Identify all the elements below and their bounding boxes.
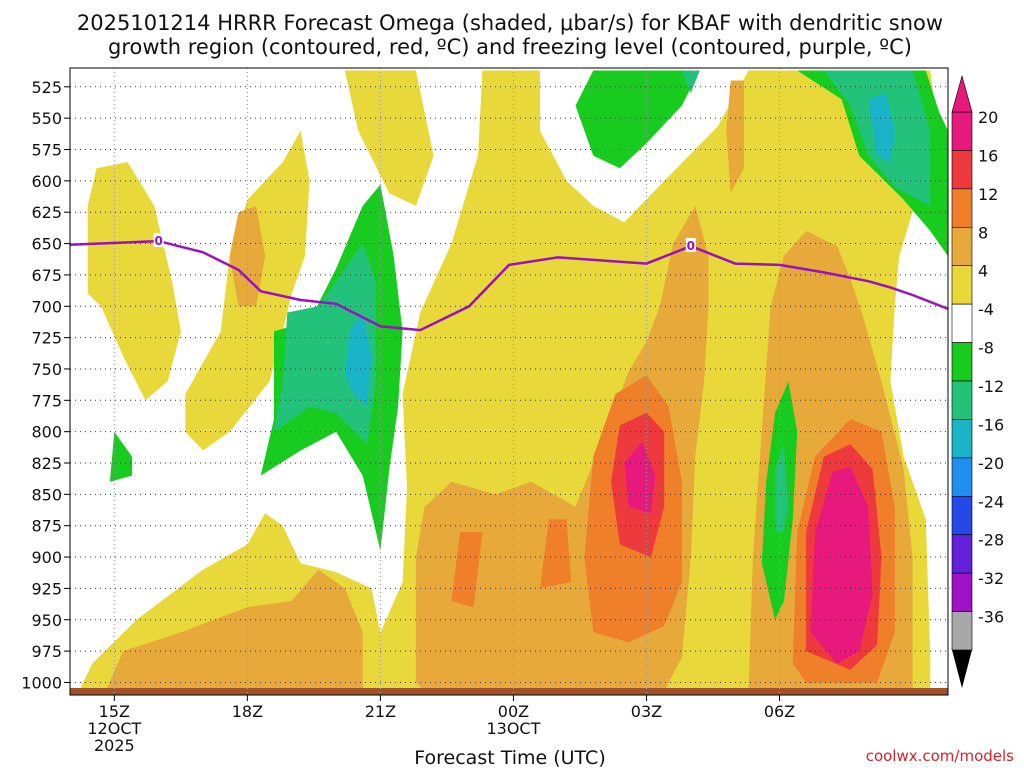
y-tick-label-925: 925 [31,579,62,598]
colorbar-label--12: -12 [978,377,1004,396]
y-tick-label-875: 875 [31,517,62,536]
omega-region-cyan-top-right [868,93,895,163]
colorbar-label--28: -28 [978,531,1004,550]
colorbar-band--28 [951,534,973,574]
y-tick-label-550: 550 [31,109,62,128]
freezing-label-bg [685,238,696,253]
freezing-label-bg [153,233,164,248]
colorbar-label-12: 12 [978,185,998,204]
axes: 525 550 575 600 625 650 675 700 725 750 775 800 825 8… [21,67,949,755]
colorbar-band--16 [951,419,973,459]
y-tick-label-575: 575 [31,141,62,160]
y-tick-label-950: 950 [31,611,62,630]
colorbar-label--16: -16 [978,415,1004,434]
x-axis-label: Forecast Time (UTC) [414,747,605,768]
credit-text: coolwx.com/models [866,747,1014,765]
colorbar-band--36 [951,611,973,651]
y-tick-label-850: 850 [31,485,62,504]
x-tick-label-03Z-0: 03Z [631,702,662,721]
colorbar-band-16 [951,150,973,190]
chart-title-line-2: growth region (contoured, red, ºC) and f… [108,35,912,59]
colorbar-label--8: -8 [978,339,994,358]
x-tick-label-15Z-1: 12OCT [87,719,141,738]
omega-region-dark-orange-mid [540,519,572,589]
x-tick-label-15Z-0: 15Z [99,702,130,721]
omega-region-teal-21z [274,243,376,445]
colorbar-band--4 [951,303,973,343]
colorbar-band-4 [951,265,973,305]
colorbar-bottom-arrow [952,650,972,688]
omega-region-orange-bottom-left [105,569,363,692]
omega-region-green-small-left [109,431,133,482]
omega-region-green-top-right-center [575,70,700,169]
colorbar-band-12 [951,188,973,228]
colorbar: 20 16 12 8 4 -4 -8 -12 -16 -20 -24 -28 -32 -36 [951,74,1004,688]
omega-region-orange-right-column [726,80,744,194]
y-tick-label-975: 975 [31,642,62,661]
x-tick-label-21Z-0: 21Z [365,702,396,721]
omega-region-yellow-topleft [344,70,434,206]
y-tick-label-750: 750 [31,360,62,379]
colorbar-top-arrow [951,74,973,113]
y-tick-label-825: 825 [31,454,62,473]
colorbar-label-4: 4 [978,262,988,281]
y-tick-label-1000: 1000 [21,673,62,692]
colorbar-label-8: 8 [978,223,988,242]
colorbar-label--32: -32 [978,569,1004,588]
plot-area [70,68,948,695]
omega-region-magenta-right [810,466,873,664]
omega-region-teal-small-right [681,70,700,94]
freezing-level-label-0: 0 [155,234,163,248]
colorbar-band-8 [951,226,973,267]
y-tick-label-600: 600 [31,172,62,191]
colorbar-band--8 [951,342,973,382]
y-tick-label-800: 800 [31,423,62,442]
colorbar-label--4: -4 [978,300,994,319]
y-tick-label-900: 900 [31,548,62,567]
colorbar-band--32 [951,572,973,612]
colorbar-band--24 [951,495,973,536]
y-tick-label-675: 675 [31,266,62,285]
colorbar-band-20 [951,111,973,151]
x-tick-label-06Z-0: 06Z [764,702,795,721]
grid-lines [70,68,948,695]
y-tick-label-525: 525 [31,78,62,97]
y-tick-label-725: 725 [31,329,62,348]
plot-frame [69,67,949,696]
colorbar-label-16: 16 [978,146,998,165]
ground-strip [70,688,948,695]
colorbar-label--20: -20 [978,454,1004,473]
colorbar-label--36: -36 [978,608,1004,627]
omega-region-teal-narrow [775,444,789,532]
y-tick-label-700: 700 [31,297,62,316]
y-tick-label-625: 625 [31,203,62,222]
omega-region-cyan-21z [344,312,372,407]
x-tick-label-00Z-1: 13OCT [486,719,540,738]
y-tick-label-650: 650 [31,235,62,254]
colorbar-band--12 [951,380,973,420]
x-tick-label-00Z-0: 00Z [498,702,529,721]
colorbar-band--20 [951,457,973,497]
freezing-level-label-1: 0 [687,239,695,253]
colorbar-label--24: -24 [978,492,1004,511]
colorbar-label-20: 20 [978,108,998,127]
omega-region-yellow-left-column [87,162,181,401]
chart-title-line-1: 2025101214 HRRR Forecast Omega (shaded, … [77,11,943,35]
omega-region-yellow-broad [78,70,935,692]
x-tick-label-18Z-0: 18Z [232,702,263,721]
x-tick-label-15Z-2: 2025 [94,736,135,755]
omega-region-dark-orange-left [451,532,483,608]
omega-region-magenta-center [624,441,656,514]
y-tick-label-775: 775 [31,391,62,410]
freezing-level-line [70,239,948,332]
